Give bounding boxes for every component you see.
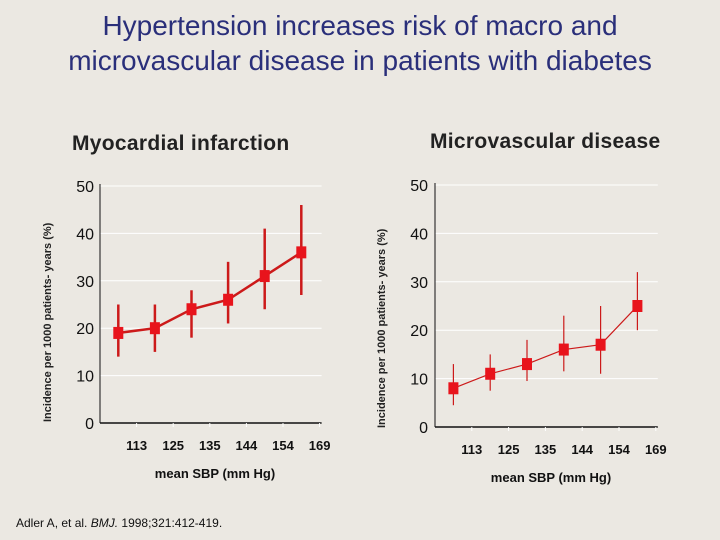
x-axis-label: mean SBP (mm Hg) <box>491 470 611 485</box>
series-line <box>453 305 638 389</box>
chart-title-mi: Myocardial infarction <box>72 132 290 155</box>
y-tick-label: 20 <box>410 323 428 340</box>
data-point <box>186 303 197 316</box>
data-point <box>259 270 270 283</box>
chart-title-micro: Microvascular disease <box>430 130 661 153</box>
series-line <box>118 251 302 335</box>
y-tick-label: 10 <box>410 372 428 389</box>
y-tick-label: 0 <box>419 420 428 437</box>
citation-journal: BMJ. <box>90 516 119 530</box>
x-tick-label: 154 <box>272 438 294 453</box>
x-tick-label: 144 <box>571 442 593 457</box>
y-tick-label: 30 <box>410 275 428 292</box>
x-tick-label: 169 <box>309 438 331 453</box>
data-point <box>558 343 569 356</box>
y-tick-label: 10 <box>76 369 94 386</box>
x-tick-label: 135 <box>199 438 221 453</box>
y-tick-label: 20 <box>76 321 94 338</box>
data-point <box>149 322 160 335</box>
y-tick-label: 40 <box>76 226 94 243</box>
x-tick-label: 154 <box>608 442 630 457</box>
title-line-2: microvascular disease in patients with d… <box>68 45 652 76</box>
data-point <box>522 358 532 371</box>
data-point <box>595 338 606 351</box>
data-point <box>113 326 124 339</box>
x-tick-label: 144 <box>236 438 258 453</box>
citation-ref: 1998;321:412-419. <box>118 516 223 530</box>
slide-title: Hypertension increases risk of macro and… <box>0 8 720 78</box>
citation-authors: Adler A, et al. <box>16 516 91 530</box>
x-tick-label: 125 <box>498 442 520 457</box>
y-tick-label: 50 <box>410 178 428 195</box>
data-point <box>223 293 234 306</box>
title-line-1: Hypertension increases risk of macro and <box>102 10 618 41</box>
x-tick-label: 125 <box>162 438 184 453</box>
y-tick-label: 40 <box>410 226 428 243</box>
y-tick-label: 0 <box>85 416 94 433</box>
y-tick-label: 50 <box>76 179 94 196</box>
citation: Adler A, et al. BMJ. 1998;321:412-419. <box>16 516 222 530</box>
data-point <box>448 382 459 395</box>
data-point <box>632 300 643 312</box>
x-tick-label: 113 <box>461 442 482 457</box>
x-tick-label: 113 <box>126 438 147 453</box>
data-point <box>296 246 307 259</box>
y-tick-label: 30 <box>76 274 94 291</box>
x-axis-label: mean SBP (mm Hg) <box>155 466 275 481</box>
x-tick-label: 169 <box>645 442 667 457</box>
x-tick-label: 135 <box>535 442 557 457</box>
data-point <box>485 367 496 380</box>
